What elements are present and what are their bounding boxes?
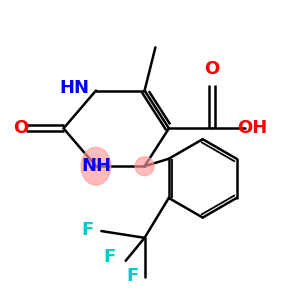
Text: NH: NH xyxy=(81,157,111,175)
Text: F: F xyxy=(103,248,116,266)
Text: O: O xyxy=(205,60,220,78)
Text: O: O xyxy=(13,119,28,137)
Text: OH: OH xyxy=(238,119,268,137)
Text: F: F xyxy=(82,221,94,239)
Text: HN: HN xyxy=(59,79,89,97)
Ellipse shape xyxy=(135,157,154,176)
Ellipse shape xyxy=(81,147,111,185)
Text: F: F xyxy=(126,267,139,285)
